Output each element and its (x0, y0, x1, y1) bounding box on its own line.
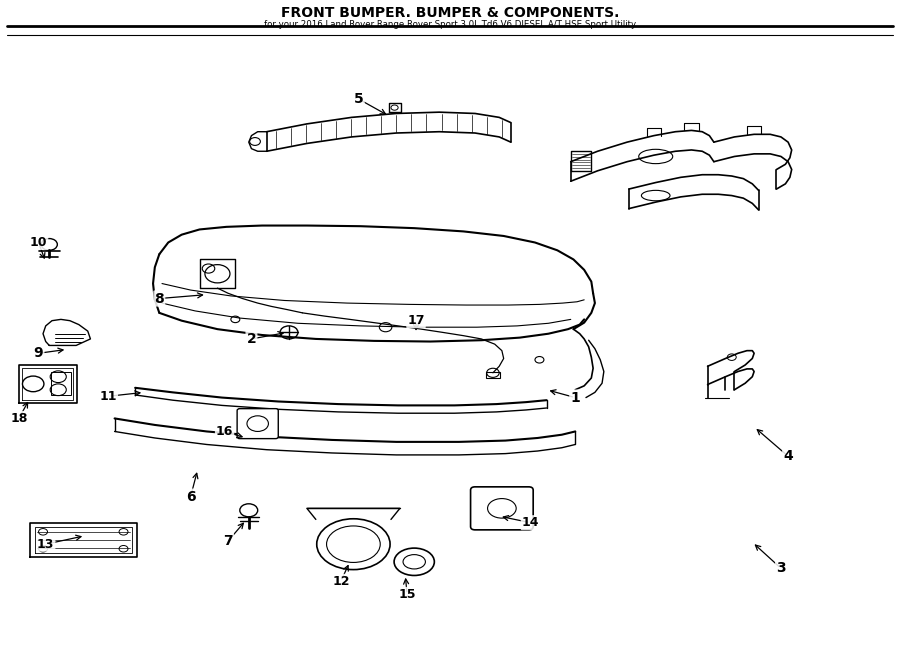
Text: 3: 3 (776, 561, 786, 575)
Text: 12: 12 (332, 575, 349, 588)
Text: 6: 6 (185, 490, 195, 504)
Text: 17: 17 (408, 314, 425, 327)
Text: 4: 4 (783, 449, 793, 463)
Text: 9: 9 (33, 346, 43, 360)
Text: 10: 10 (30, 236, 48, 249)
Text: 8: 8 (155, 292, 164, 305)
Text: 11: 11 (100, 390, 117, 403)
Text: 7: 7 (223, 534, 233, 548)
Text: 15: 15 (399, 588, 416, 601)
Text: 2: 2 (247, 332, 256, 346)
FancyBboxPatch shape (237, 408, 278, 439)
Text: 16: 16 (216, 425, 233, 438)
Text: 1: 1 (571, 391, 580, 405)
Text: 14: 14 (522, 516, 539, 529)
Text: 13: 13 (37, 537, 54, 551)
Text: 18: 18 (10, 412, 28, 425)
Text: 5: 5 (354, 92, 364, 106)
FancyBboxPatch shape (471, 487, 533, 530)
Text: FRONT BUMPER. BUMPER & COMPONENTS.: FRONT BUMPER. BUMPER & COMPONENTS. (281, 6, 619, 20)
Text: for your 2016 Land Rover Range Rover Sport 3.0L Td6 V6 DIESEL A/T HSE Sport Util: for your 2016 Land Rover Range Rover Spo… (264, 20, 636, 29)
Bar (486, 371, 500, 378)
Bar (51, 371, 71, 395)
